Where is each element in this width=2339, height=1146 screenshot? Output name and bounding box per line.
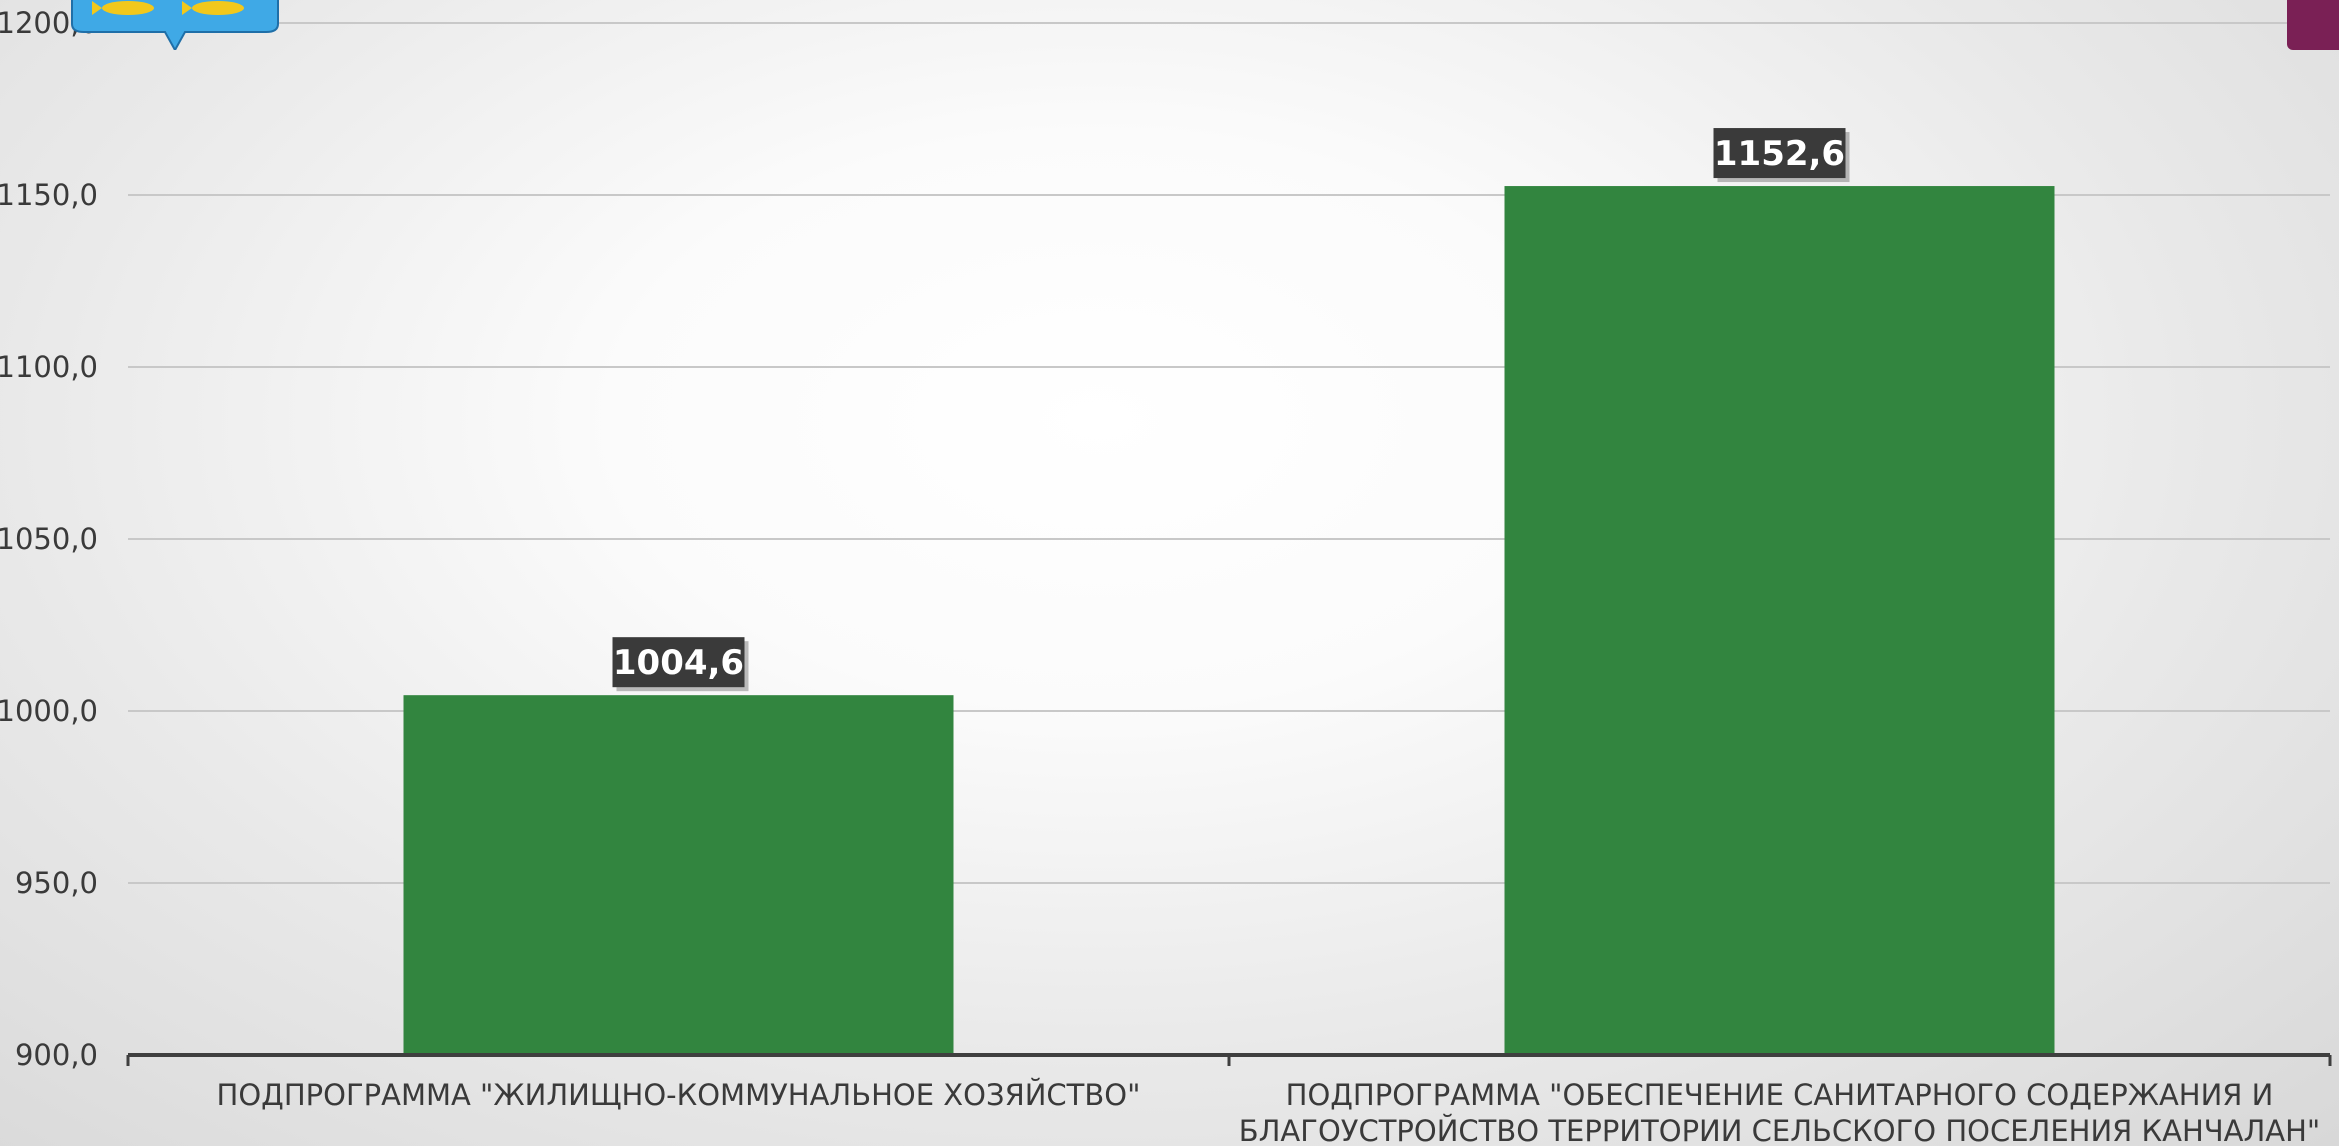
y-tick-label: 1000,0 [0,694,98,728]
coat-of-arms-fish-icon [71,0,279,50]
data-label-text: 1004,6 [613,643,744,683]
y-tick-label: 900,0 [15,1038,98,1072]
bar [1504,186,2055,1055]
y-tick-label: 1050,0 [0,522,98,556]
corner-accent-tab [2287,0,2339,50]
data-label-box [612,637,745,688]
bars [403,186,2055,1055]
category-labels: ПОДПРОГРАММА "ЖИЛИЩНО-КОММУНАЛЬНОЕ ХОЗЯЙ… [217,1078,2321,1146]
category-label: БЛАГОУСТРОЙСТВО ТЕРРИТОРИИ СЕЛЬСКОГО ПОС… [1239,1114,2321,1146]
bar [403,695,954,1055]
y-tick-label: 1100,0 [0,350,98,384]
category-label: ПОДПРОГРАММА "ЖИЛИЩНО-КОММУНАЛЬНОЕ ХОЗЯЙ… [217,1078,1141,1112]
x-axis [126,1053,2332,1066]
data-label: 1152,6 [1713,128,1850,183]
category-label: ПОДПРОГРАММА "ОБЕСПЕЧЕНИЕ САНИТАРНОГО СО… [1286,1078,2274,1112]
data-label: 1004,6 [612,637,749,692]
data-label-text: 1152,6 [1714,134,1845,174]
data-labels: 1004,6 1152,6 [612,128,1850,692]
data-label-box [1713,128,1846,179]
y-tick-label: 1150,0 [0,178,98,212]
y-tick-label: 950,0 [15,866,98,900]
